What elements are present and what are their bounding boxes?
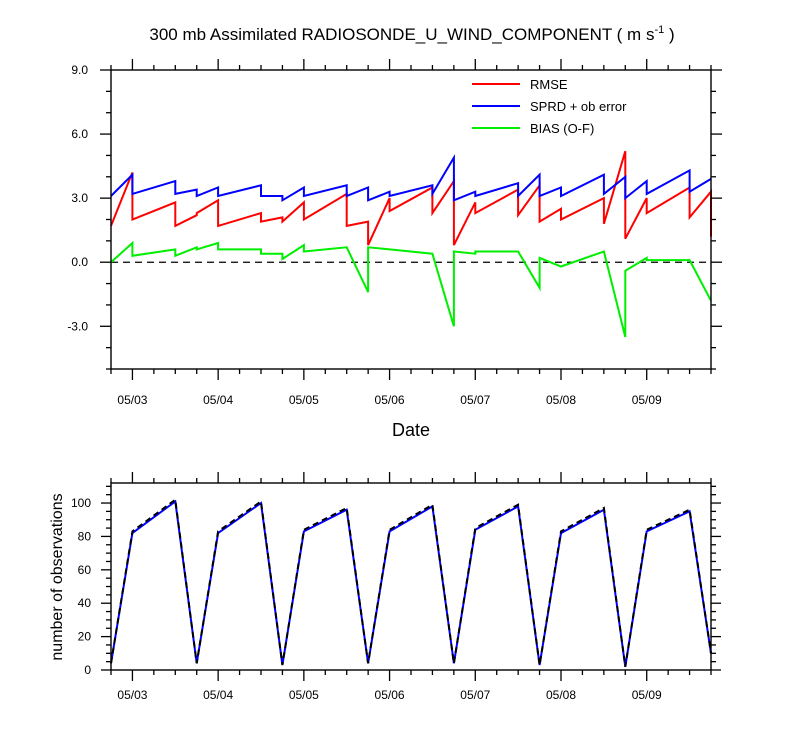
legend: RMSE SPRD + ob error BIAS (O-F) xyxy=(472,77,627,136)
top-plot-frame xyxy=(110,69,712,370)
top-series-group xyxy=(110,150,712,338)
x-tick-label: 05/03 xyxy=(117,688,147,702)
obs-line-possible xyxy=(110,497,712,667)
series-line-bias xyxy=(110,240,712,338)
y-tick-label: 20 xyxy=(78,630,92,644)
bottom-plot: 05/03 05/04 05/05 05/06 05/07 05/08 05/09 0 20 40… xyxy=(49,472,721,702)
y-tick-label: 100 xyxy=(71,496,91,510)
y-tick-label: 80 xyxy=(78,529,92,543)
chart-title: 300 mb Assimilated RADIOSONDE_U_WIND_COM… xyxy=(149,24,674,44)
y-tick-label: 40 xyxy=(78,596,92,610)
top-plot: 05/03 05/04 05/05 05/06 05/07 05/08 05/09 9.0 6.… xyxy=(67,59,722,440)
x-tick-label: 05/05 xyxy=(289,688,319,702)
x-tick-label: 05/05 xyxy=(289,393,319,407)
bottom-axes-group: 05/03 05/04 05/05 05/06 05/07 05/08 05/09 0 20 40… xyxy=(71,472,721,702)
bottom-series-group xyxy=(110,497,712,667)
top-x-axis-label: Date xyxy=(392,420,430,440)
y-tick-label: -3.0 xyxy=(67,319,88,333)
chart-title-suffix: ) xyxy=(664,25,674,44)
bottom-y-axis-label: number of observations xyxy=(49,493,66,660)
x-tick-label: 05/07 xyxy=(460,393,490,407)
x-tick-label: 05/09 xyxy=(632,688,662,702)
series-line-sprd xyxy=(110,153,712,203)
x-tick-label: 05/08 xyxy=(546,393,576,407)
y-tick-label: 60 xyxy=(78,563,92,577)
x-tick-label: 05/04 xyxy=(203,393,233,407)
top-axes-group: 05/03 05/04 05/05 05/06 05/07 05/08 05/09 9.0 6.… xyxy=(67,59,722,407)
legend-label-sprd: SPRD + ob error xyxy=(530,99,627,114)
x-tick-label: 05/06 xyxy=(375,688,405,702)
y-tick-label: 0 xyxy=(84,663,91,677)
legend-label-bias: BIAS (O-F) xyxy=(530,121,594,136)
chart-title-units-exponent: -1 xyxy=(654,24,664,36)
x-tick-label: 05/08 xyxy=(546,688,576,702)
x-tick-label: 05/06 xyxy=(375,393,405,407)
y-tick-label: 9.0 xyxy=(71,63,88,77)
bottom-plot-frame xyxy=(110,482,712,671)
x-tick-label: 05/07 xyxy=(460,688,490,702)
x-tick-label: 05/09 xyxy=(632,393,662,407)
x-tick-label: 05/03 xyxy=(117,393,147,407)
x-tick-label: 05/04 xyxy=(203,688,233,702)
chart-title-main: 300 mb Assimilated RADIOSONDE_U_WIND_COM… xyxy=(149,25,654,44)
y-tick-label: 0.0 xyxy=(71,255,88,269)
series-line-rmse xyxy=(110,150,712,246)
legend-label-rmse: RMSE xyxy=(530,77,568,92)
y-tick-label: 6.0 xyxy=(71,127,88,141)
y-tick-label: 3.0 xyxy=(71,191,88,205)
